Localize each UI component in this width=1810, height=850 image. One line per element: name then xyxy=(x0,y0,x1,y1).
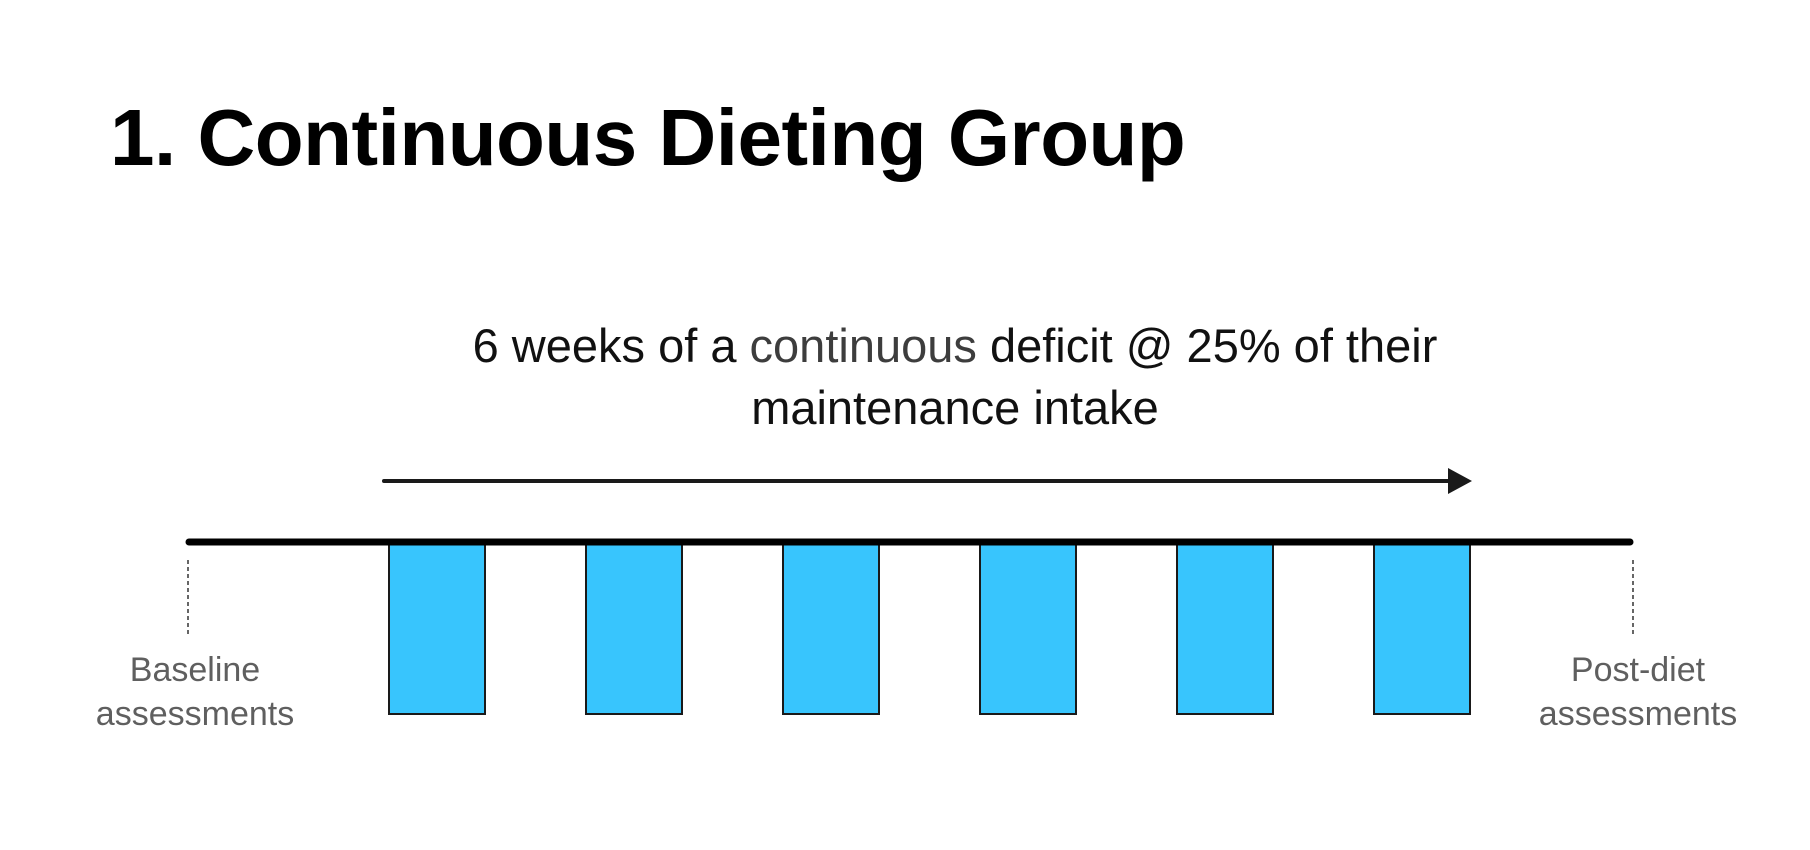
caption-line2: maintenance intake xyxy=(751,381,1159,434)
baseline-assessments-label: Baseline assessments xyxy=(95,651,295,733)
diet-week-block xyxy=(1176,541,1274,715)
diet-week-block xyxy=(388,541,486,715)
arrow-head xyxy=(1448,468,1472,494)
caption-text-before: 6 weeks of a xyxy=(472,319,750,372)
diet-week-block xyxy=(1373,541,1471,715)
duration-arrow xyxy=(382,468,1472,494)
diet-week-block xyxy=(585,541,683,715)
diet-week-block xyxy=(782,541,880,715)
caption-text-after: deficit @ 25% of their xyxy=(976,319,1438,372)
postdiet-assessments-label: Post-diet assessments xyxy=(1538,651,1738,733)
diet-description: 6 weeks of a continuous deficit @ 25% of… xyxy=(355,315,1555,439)
diet-week-block xyxy=(979,541,1077,715)
slide-title: 1. Continuous Dieting Group xyxy=(110,93,1186,182)
diet-week-blocks xyxy=(388,541,1471,715)
caption-emphasis: continuous xyxy=(749,319,977,372)
